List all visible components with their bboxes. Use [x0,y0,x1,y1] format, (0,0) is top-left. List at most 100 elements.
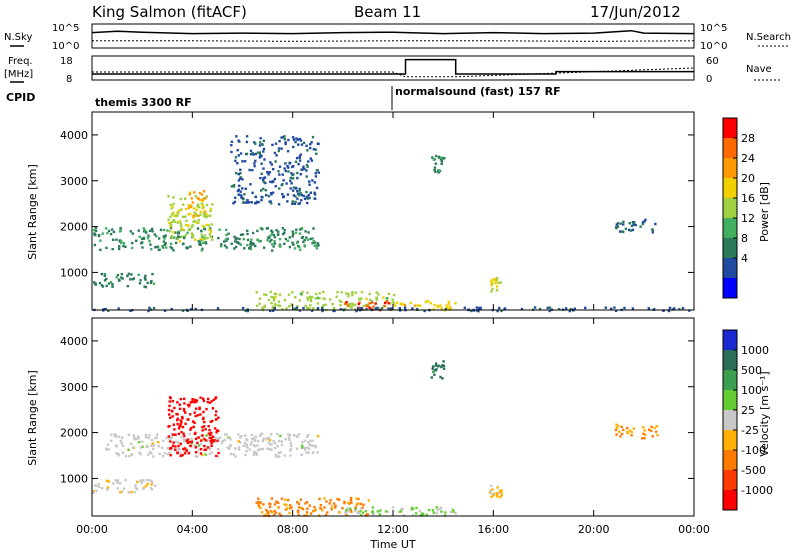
heatmap-cell [452,510,455,513]
noise-right-tick-top: 10^5 [700,23,727,34]
heatmap-cell [197,205,200,209]
heatmap-cell [175,241,178,245]
heatmap-cell [169,230,172,233]
heatmap-cell [188,441,192,444]
heatmap-cell [390,307,393,310]
heatmap-cell [99,248,102,251]
heatmap-cell [623,306,626,310]
heatmap-cell [230,150,233,154]
heatmap-cell [260,195,263,199]
heatmap-cell [245,135,249,138]
heatmap-cell [248,247,251,250]
heatmap-cell [183,440,186,443]
heatmap-cell [668,306,672,310]
heatmap-cell [311,242,314,245]
heatmap-cell [418,304,422,307]
heatmap-cell [433,303,436,307]
power-colorbar-title: Power [dB] [758,182,771,242]
heatmap-cell [221,439,224,443]
heatmap-cell [122,242,126,245]
heatmap-cell [538,307,542,311]
heatmap-cell [188,403,191,406]
heatmap-cell [479,307,482,311]
heatmap-cell [253,445,256,448]
heatmap-cell [182,203,185,206]
heatmap-cell [334,506,337,509]
heatmap-cell [202,425,206,428]
heatmap-cell [187,204,190,207]
heatmap-cell [187,213,190,216]
heatmap-cell [292,145,295,149]
heatmap-cell [277,501,280,504]
heatmap-cell [284,142,287,146]
heatmap-cell [116,273,120,277]
heatmap-cell [131,278,135,281]
heatmap-cell [374,302,377,305]
x-tick-label: 12:00 [377,523,409,536]
heatmap-cell [315,244,319,248]
heatmap-cell [283,231,286,235]
heatmap-cell [347,294,350,298]
heatmap-cell [177,235,180,238]
heatmap-cell [244,453,247,457]
heatmap-cell [321,306,324,310]
heatmap-cell [263,293,266,296]
heatmap-cell [492,492,496,496]
heatmap-cell [496,495,499,498]
heatmap-cell [228,445,232,448]
heatmap-cell [280,443,284,447]
heatmap-cell [294,195,297,198]
heatmap-cell [258,156,262,159]
heatmap-cell [175,440,178,444]
beam-title: Beam 11 [354,3,421,21]
heatmap-cell [172,211,175,214]
heatmap-cell [278,238,282,241]
heatmap-cell [186,441,189,444]
heatmap-cell [153,233,156,236]
heatmap-cell [382,296,385,299]
heatmap-cell [379,509,382,512]
heatmap-cell [323,506,326,509]
heatmap-cell [411,514,415,517]
heatmap-cell [260,172,263,175]
heatmap-cell [337,498,341,501]
nave-series-line [92,67,695,78]
heatmap-cell [629,229,633,232]
colorbar-swatch [723,118,737,139]
frequency-panel: Freq. [MHz] 18 8 60 0 Nave [4,55,780,85]
heatmap-cell [200,229,203,233]
heatmap-cell [275,500,278,503]
heatmap-cell [179,419,182,422]
heatmap-cell [384,510,388,513]
colorbar-swatch [723,258,737,279]
heatmap-cell [151,272,154,276]
heatmap-cell [254,244,257,248]
heatmap-cell [653,426,656,430]
heatmap-cell [277,506,280,509]
heatmap-cell [183,402,186,405]
heatmap-cell [193,444,197,447]
heatmap-cell [434,369,437,372]
heatmap-cell [306,298,310,301]
heatmap-cell [192,425,195,429]
heatmap-cell [198,243,201,246]
heatmap-cell [667,309,671,313]
heatmap-cell [372,305,375,308]
heatmap-cell [217,448,220,451]
heatmap-cell [284,498,287,501]
heatmap-cell [209,235,213,239]
heatmap-cell [226,446,229,449]
heatmap-cell [129,230,132,233]
heatmap-cell [232,453,235,456]
heatmap-cell [616,424,620,427]
heatmap-cell [235,135,238,138]
heatmap-cell [262,178,265,182]
heatmap-cell [237,179,241,182]
heatmap-cell [273,446,277,450]
heatmap-cell [313,181,317,184]
heatmap-cell [226,237,229,241]
heatmap-cell [183,397,186,400]
heatmap-cell [179,422,182,426]
heatmap-cell [647,428,651,431]
